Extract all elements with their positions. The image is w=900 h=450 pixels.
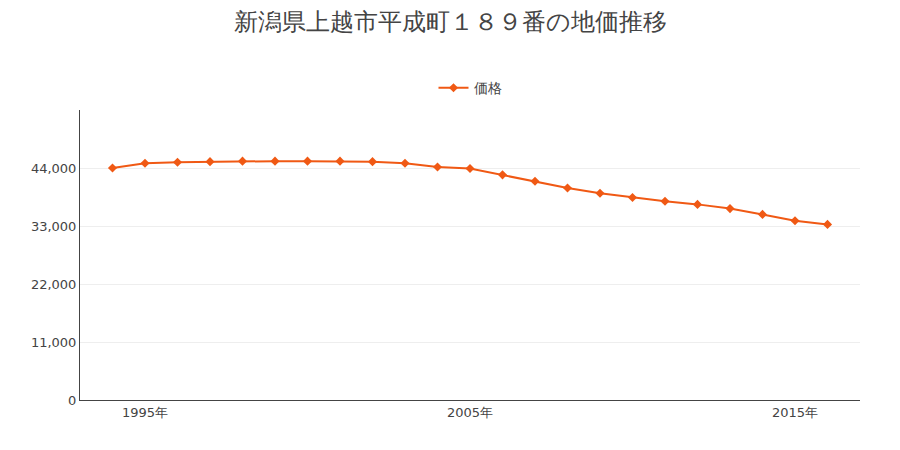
svg-text:33,000: 33,000	[31, 219, 77, 234]
svg-text:価格: 価格	[474, 80, 502, 96]
svg-text:1995年: 1995年	[122, 405, 168, 420]
svg-text:11,000: 11,000	[31, 335, 77, 350]
svg-text:新潟県上越市平成町１８９番の地価推移: 新潟県上越市平成町１８９番の地価推移	[234, 8, 667, 36]
svg-text:22,000: 22,000	[31, 277, 77, 292]
svg-text:2015年: 2015年	[772, 405, 818, 420]
svg-text:44,000: 44,000	[31, 161, 77, 176]
svg-text:0: 0	[68, 393, 76, 408]
svg-text:2005年: 2005年	[447, 405, 493, 420]
